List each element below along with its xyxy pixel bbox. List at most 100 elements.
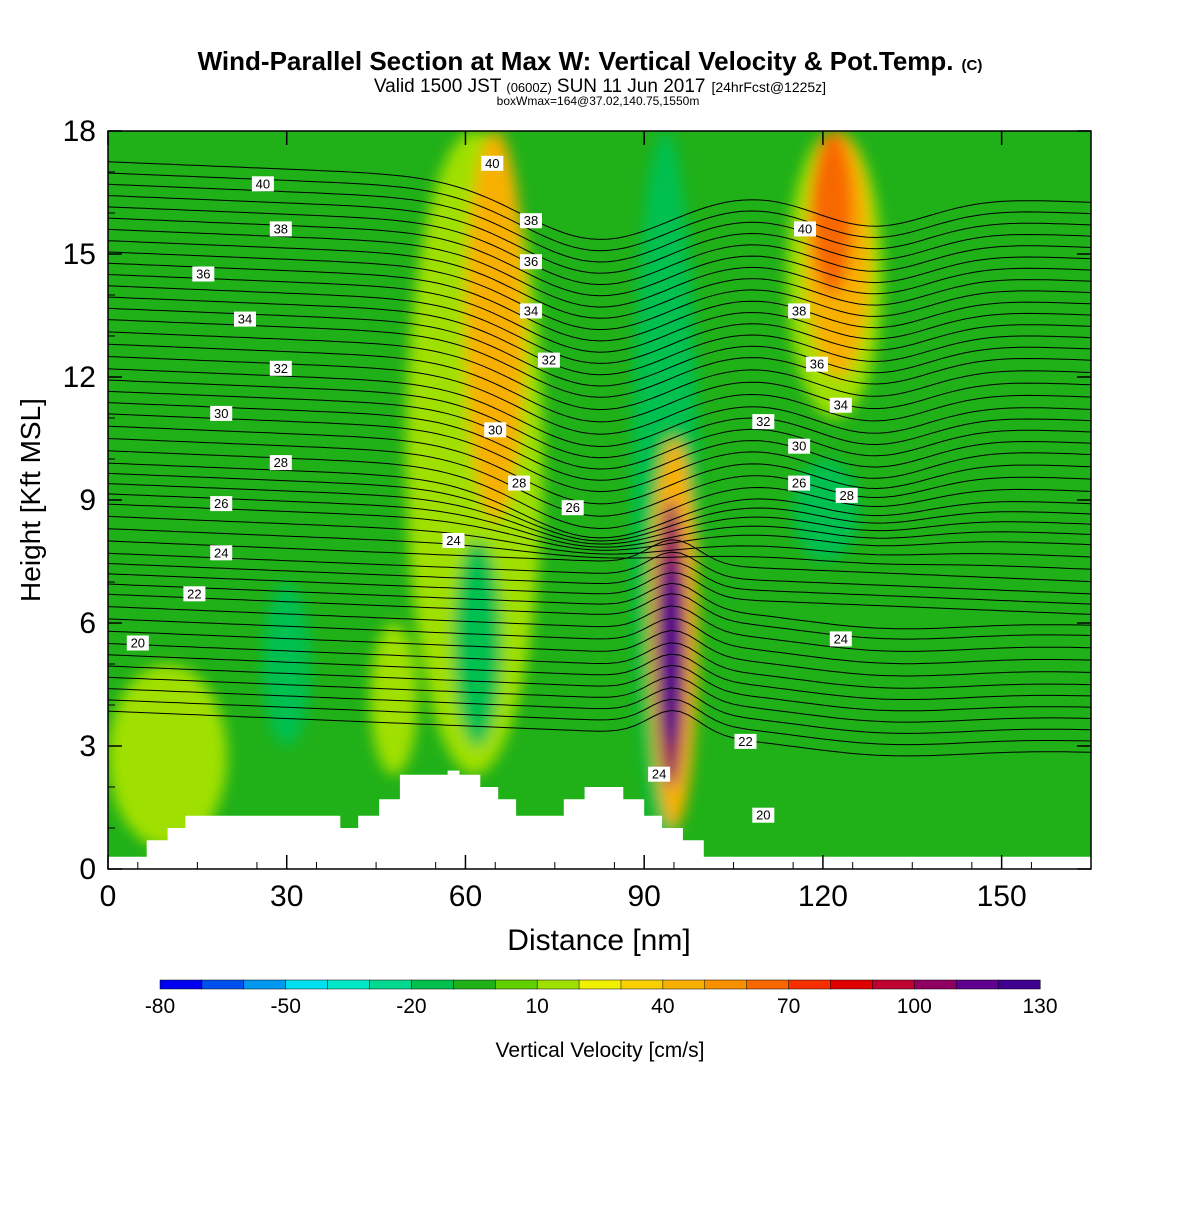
chart-subtitle: Valid 1500 JST (0600Z) SUN 11 Jun 2017 [24h… bbox=[374, 76, 826, 97]
velocity-cell bbox=[810, 131, 853, 295]
isentrope bbox=[108, 698, 1091, 746]
x-axis: 0 30 60 90 120 150 bbox=[100, 131, 1032, 913]
isentrope bbox=[108, 709, 1091, 757]
colorbar-swatch bbox=[788, 979, 832, 990]
contour-label-text: 32 bbox=[274, 361, 288, 376]
contour-label: 36 bbox=[520, 254, 542, 270]
contour-label: 34 bbox=[829, 397, 852, 413]
isentrope bbox=[108, 195, 1091, 274]
contour-label-text: 36 bbox=[524, 254, 538, 269]
contour-label-text: 28 bbox=[839, 488, 853, 503]
velocity-cell bbox=[453, 541, 502, 746]
contour-label: 38 bbox=[269, 221, 292, 237]
contour-label-box bbox=[537, 352, 560, 368]
isentrope bbox=[108, 161, 1091, 240]
contour-label-text: 20 bbox=[131, 636, 145, 651]
isentrope bbox=[108, 493, 1091, 548]
contour-label-box bbox=[251, 176, 274, 192]
isentrope bbox=[108, 240, 1091, 319]
contour-label-text: 24 bbox=[214, 545, 228, 560]
chart-subtitle-2: boxWmax=164@37.02,140.75,1550m bbox=[497, 94, 700, 108]
velocity-cell bbox=[793, 459, 859, 562]
y-tick-label: 9 bbox=[79, 484, 96, 517]
y-axis-label: Height [Kft MSL] bbox=[15, 398, 46, 602]
velocity-cell bbox=[262, 582, 311, 746]
contour-label-box bbox=[648, 766, 671, 782]
contour-label: 28 bbox=[835, 487, 858, 503]
colorbar-swatch bbox=[662, 979, 706, 990]
contour-label: 34 bbox=[234, 311, 256, 327]
x-axis-label: Distance [nm] bbox=[507, 924, 690, 957]
contour-label-text: 30 bbox=[214, 406, 228, 421]
isentrope bbox=[108, 539, 1091, 583]
colorbar-swatch bbox=[536, 979, 580, 990]
y-tick-label: 15 bbox=[63, 238, 96, 271]
isentrope bbox=[108, 402, 1091, 481]
contour-label-text: 20 bbox=[756, 808, 770, 823]
isentrope bbox=[108, 582, 1091, 630]
contour-label-box bbox=[829, 397, 852, 413]
contour-label: 30 bbox=[210, 405, 233, 421]
contour-label-text: 22 bbox=[187, 586, 201, 601]
contour-label: 26 bbox=[561, 500, 584, 516]
isentrope bbox=[108, 413, 1091, 493]
colorbar-tick-label: -20 bbox=[396, 995, 426, 1018]
contour-label-box bbox=[561, 500, 584, 516]
colorbar-swatch bbox=[369, 979, 412, 990]
contour-label-box bbox=[269, 360, 292, 376]
contour-label-box bbox=[806, 356, 828, 372]
isentrope bbox=[108, 561, 1091, 605]
colorbar-swatch bbox=[620, 979, 664, 990]
contour-label-text: 30 bbox=[488, 422, 502, 437]
isentrope bbox=[108, 379, 1091, 459]
contour-label-text: 24 bbox=[446, 533, 460, 548]
contour-label-box bbox=[520, 213, 542, 229]
contour-label-box bbox=[752, 414, 775, 430]
x-tick-label: 90 bbox=[627, 880, 660, 913]
contour-label-box bbox=[829, 631, 852, 647]
contour-label: 40 bbox=[481, 155, 504, 171]
colorbar-swatch bbox=[411, 979, 454, 990]
contour-label: 26 bbox=[788, 475, 811, 491]
contour-label: 22 bbox=[734, 733, 757, 749]
y-tick-label: 6 bbox=[79, 607, 96, 640]
contour-label: 20 bbox=[752, 807, 775, 823]
colorbar-tick-label: -80 bbox=[145, 995, 175, 1018]
isentrope bbox=[108, 483, 1091, 545]
contour-label-box bbox=[794, 221, 816, 237]
contour-label: 26 bbox=[210, 496, 233, 512]
x-tick-label: 60 bbox=[449, 880, 482, 913]
colorbar-swatch bbox=[201, 979, 245, 990]
colorbar-swatch bbox=[243, 979, 287, 990]
contour-label-box bbox=[734, 733, 757, 749]
contour-label-box bbox=[508, 475, 531, 491]
isentrope bbox=[108, 572, 1091, 615]
contour-label-text: 36 bbox=[196, 267, 210, 282]
contour-label-text: 40 bbox=[798, 221, 812, 236]
isentrope bbox=[108, 390, 1091, 470]
y-tick-label: 3 bbox=[79, 730, 96, 763]
contour-label: 40 bbox=[251, 176, 274, 192]
colorbar-swatch bbox=[872, 979, 915, 990]
contour-label: 32 bbox=[752, 414, 775, 430]
isentrope bbox=[108, 274, 1091, 353]
contour-label: 24 bbox=[648, 766, 671, 782]
x-tick-label: 150 bbox=[977, 880, 1027, 913]
contour-label-box bbox=[481, 155, 504, 171]
contour-label-box bbox=[788, 438, 811, 454]
potential-temperature-contours bbox=[108, 161, 1091, 757]
x-tick-label: 0 bbox=[100, 880, 117, 913]
colorbar-swatch bbox=[955, 979, 999, 990]
isentrope bbox=[108, 629, 1091, 677]
colorbar-tick-label: 10 bbox=[525, 995, 548, 1018]
isentrope bbox=[108, 617, 1091, 665]
isentrope bbox=[108, 605, 1091, 652]
colorbar-swatch bbox=[704, 979, 748, 990]
contour-label: 28 bbox=[269, 455, 292, 471]
contour-label: 30 bbox=[484, 422, 507, 438]
colorbar-swatch bbox=[159, 979, 203, 990]
isentrope bbox=[108, 515, 1091, 558]
isentrope bbox=[108, 206, 1091, 286]
contour-label-text: 38 bbox=[792, 303, 806, 318]
contour-label: 36 bbox=[192, 266, 215, 282]
